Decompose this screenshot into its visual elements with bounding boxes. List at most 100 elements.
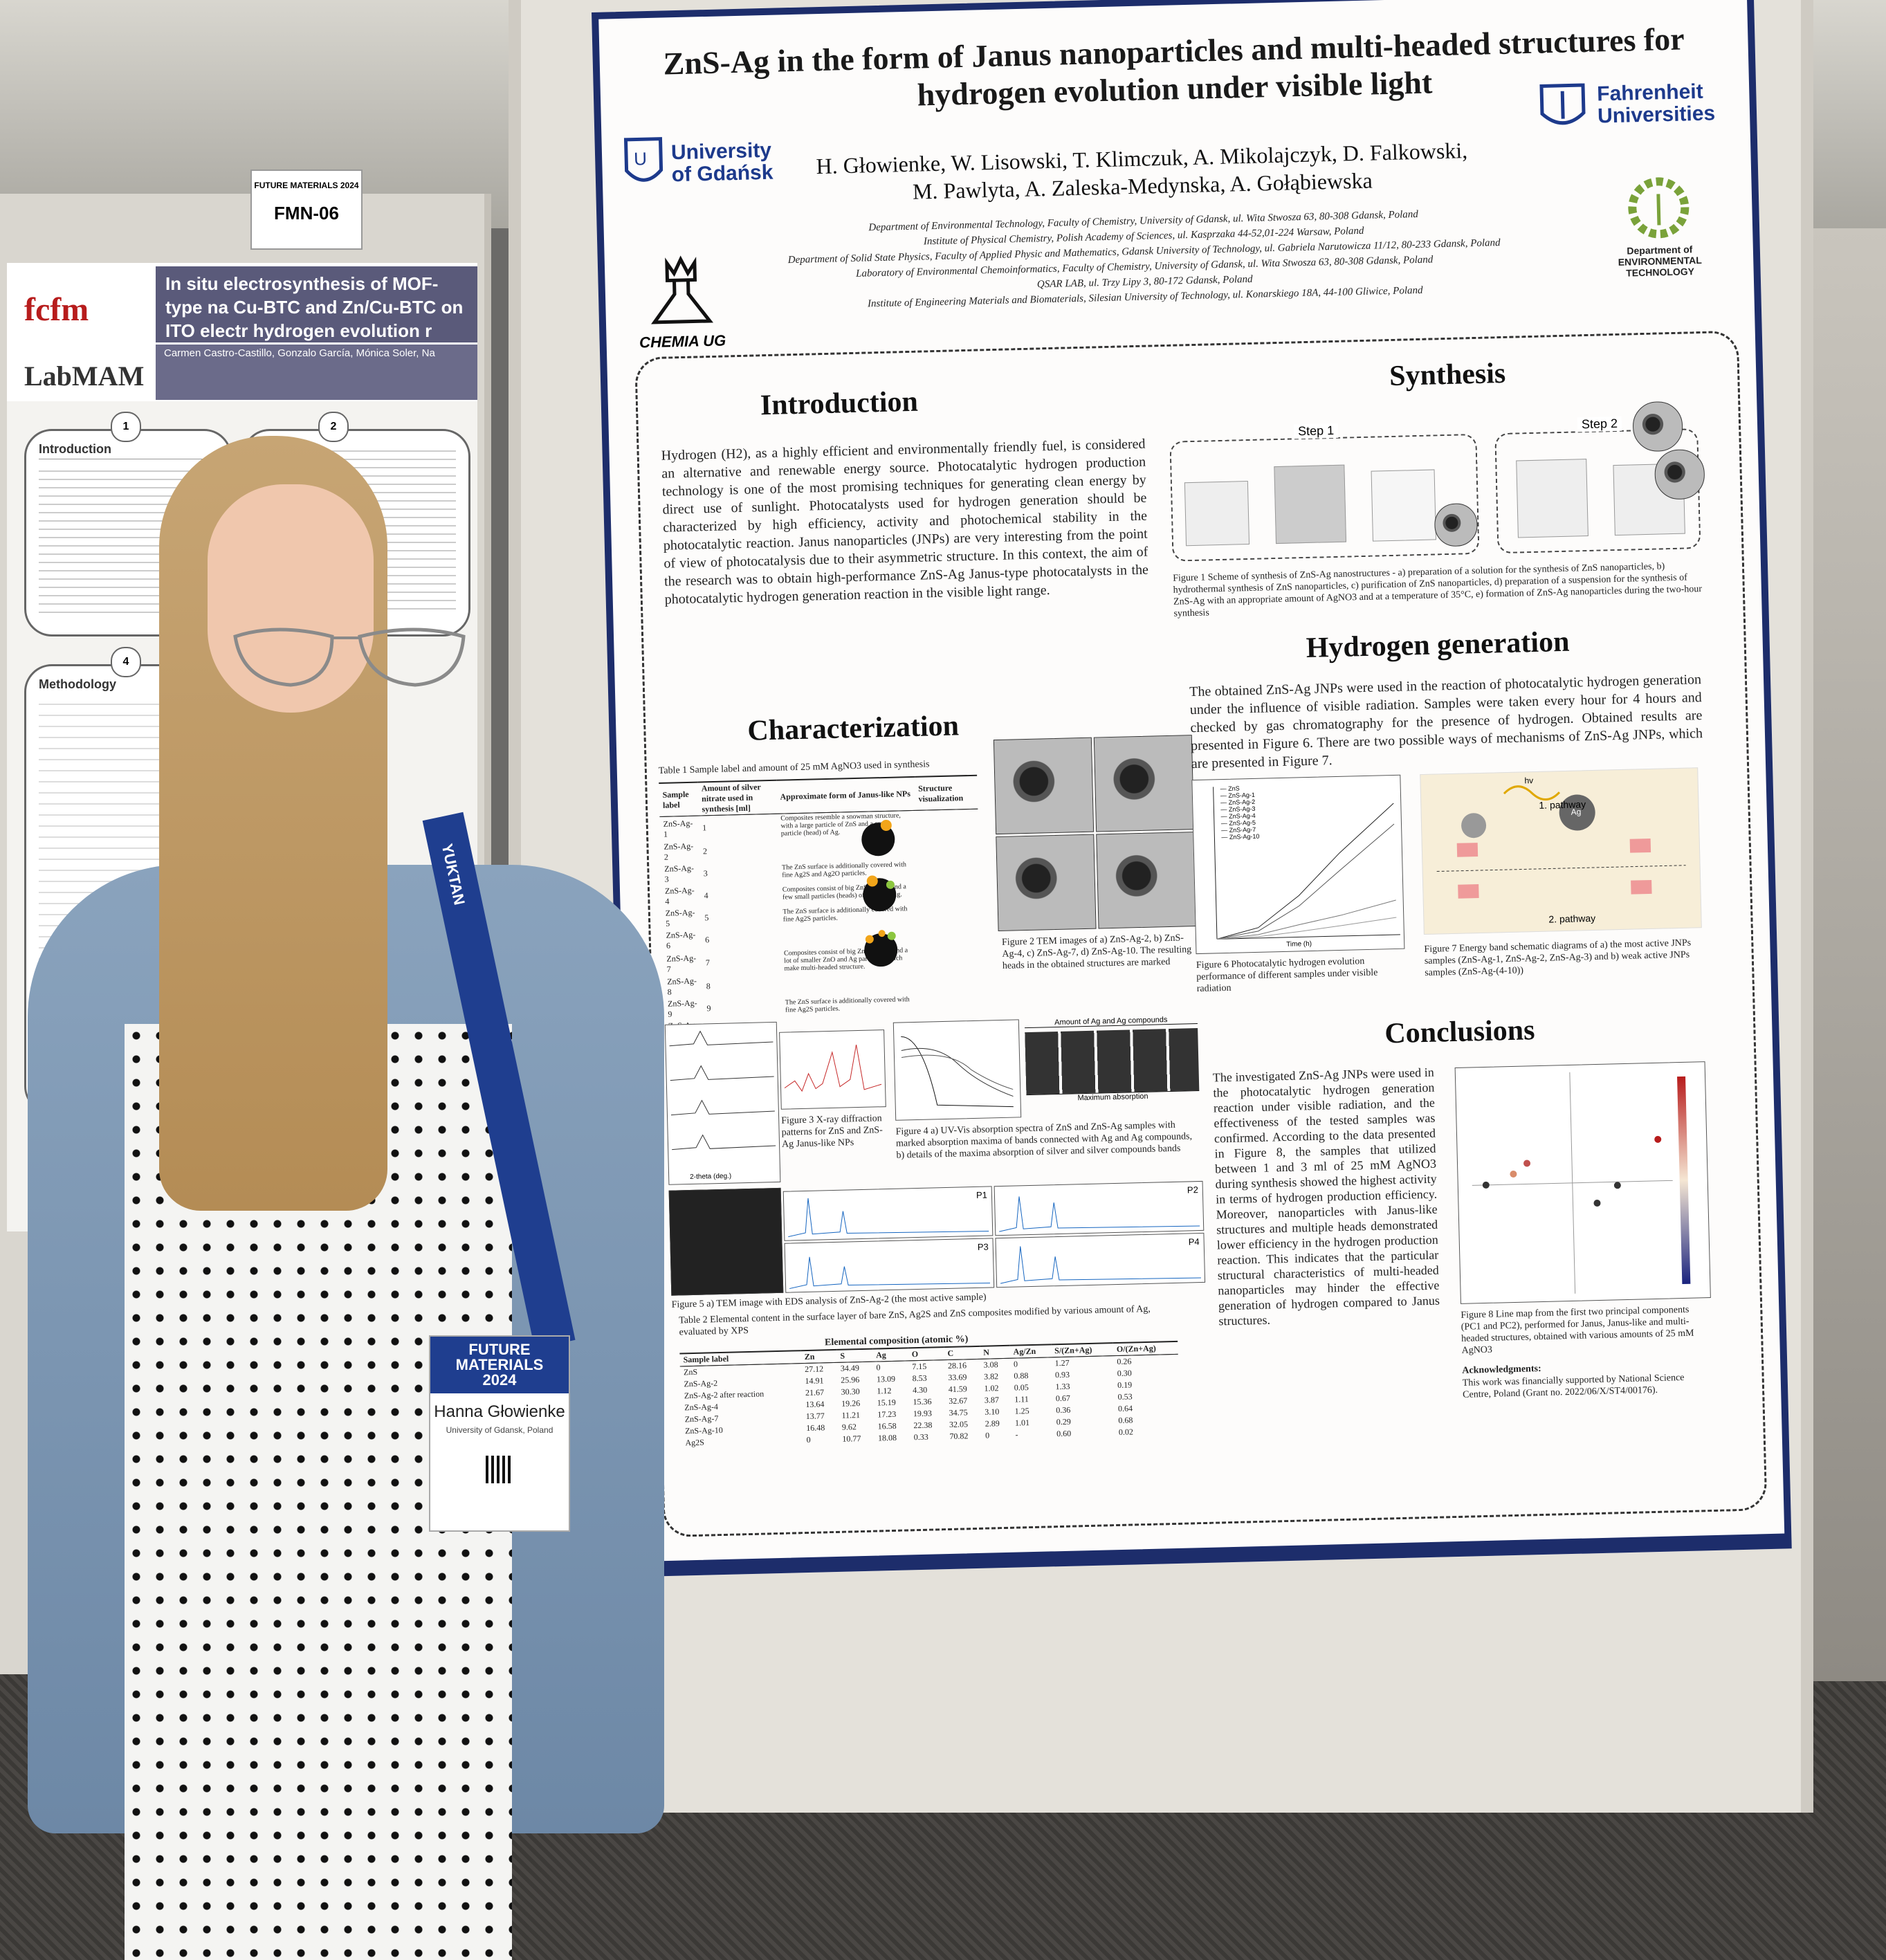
table1-cell: 3 [703, 868, 708, 878]
xrd-curve [670, 1099, 775, 1116]
figure4-caption: Figure 4 a) UV-Vis absorption spectra of… [895, 1119, 1193, 1161]
ag-particle-icon [1559, 794, 1595, 831]
band-diagram-svg [1436, 785, 1686, 899]
table1-cell: ZnS-Ag-2 [663, 841, 694, 862]
table2-cell: 22.38 [913, 1420, 933, 1431]
name-badge: FUTURE MATERIALS 2024 Hanna Głowienke Un… [429, 1335, 570, 1532]
table1-cell: ZnS-Ag-4 [664, 885, 695, 906]
structure-visualizations [836, 797, 923, 979]
introduction-heading: Introduction [760, 385, 919, 422]
table2-cell: 0.67 [1055, 1393, 1071, 1404]
h2-evolution-plot [1213, 787, 1400, 940]
table2-cell: 0 [985, 1430, 990, 1440]
tem-grid [993, 735, 1199, 933]
table2-cell: 27.12 [804, 1364, 824, 1375]
pca-plot [1472, 1072, 1691, 1294]
table1-cell: ZnS-Ag-5 [665, 907, 695, 928]
colorbar [1677, 1076, 1691, 1285]
introduction-text: Hydrogen (H2), as a highly efficient and… [661, 436, 1149, 607]
sample-point [1523, 1160, 1531, 1167]
series-line [1216, 899, 1396, 940]
table2-cell: 19.93 [913, 1408, 933, 1419]
table2-cell: 0 [876, 1362, 881, 1373]
band-box [1629, 838, 1651, 853]
table1-header: Structure visualization [914, 775, 978, 811]
eds-label: P1 [976, 1189, 988, 1200]
table2-cell: 41.59 [948, 1384, 967, 1394]
table2-cell: 70.82 [949, 1431, 969, 1441]
gear-tree-icon [1628, 177, 1690, 239]
eds-spectrum-p2: P2 [994, 1180, 1205, 1236]
table1-header: Amount of silver nitrate used in synthes… [697, 780, 778, 816]
badge-name: Hanna Głowienke [434, 1402, 565, 1421]
table2-cell: 0.02 [1118, 1427, 1134, 1437]
eds-tem-image [668, 1187, 784, 1296]
table2-cell: 0.60 [1056, 1428, 1072, 1439]
uvvis-detail-table [1025, 1028, 1200, 1095]
table2-header: Ag/Zn [1009, 1344, 1052, 1359]
table1-cell: ZnS-Ag-9 [667, 998, 697, 1019]
table2-cell: 1.25 [1014, 1406, 1029, 1416]
table1-cell: ZnS-Ag-7 [666, 953, 697, 974]
table2-header: O [908, 1347, 944, 1361]
table2-cell: 3.08 [983, 1359, 998, 1370]
eds-label: P2 [1187, 1184, 1199, 1196]
lanyard-text: YUKTAN [438, 842, 468, 907]
table2: Sample label Zn S Ag O C N Ag/Zn S/(Zn+Ag) O/(Zn+… [679, 1341, 1180, 1449]
table2-cell: 7.15 [912, 1361, 927, 1372]
table2-header: Ag [872, 1348, 909, 1362]
sample-point [1593, 1200, 1601, 1207]
table2-cell: 0 [806, 1434, 811, 1445]
characterization-heading: Characterization [747, 710, 960, 747]
badge-header: FUTURE MATERIALS 2024 [430, 1337, 569, 1393]
table1-cell: 5 [704, 912, 709, 922]
table1-cell: 7 [705, 958, 711, 968]
step1-label: Step 1 [1293, 423, 1339, 439]
table1-cell: 8 [706, 980, 711, 991]
table2-cell: 1.01 [1014, 1418, 1030, 1428]
table2-header: N [980, 1345, 1010, 1359]
series-line [1216, 917, 1397, 940]
ag-particle-icon [1461, 813, 1487, 839]
uvvis-chart [892, 1019, 1022, 1121]
eds-spectrum-curve [788, 1198, 989, 1238]
fcfm-logo: fcfm [24, 291, 89, 328]
badge-event: FUTURE MATERIALS [455, 1341, 544, 1373]
xrd-curve [670, 1065, 774, 1081]
h2-evolution-chart: — ZnS — ZnS-Ag-1— ZnS-Ag-2— ZnS-Ag-3— ZnS… [1191, 774, 1405, 955]
uvvis-detail: Amount of Ag and Ag compounds Maximum ab… [1024, 1015, 1200, 1116]
ug-logo: U University of Gdańsk [622, 136, 773, 195]
ag-head-icon [878, 930, 886, 937]
table2-cell: 11.21 [841, 1410, 861, 1420]
table1-cell: ZnS-Ag-6 [666, 929, 696, 951]
table2-cell: 0 [1013, 1359, 1018, 1369]
table1-cell: 4 [704, 890, 708, 900]
poster-authors: H. Głowienke, W. Lisowski, T. Klimczuk, … [761, 135, 1523, 209]
eds-spectrum-p3: P3 [784, 1238, 995, 1293]
fig6-legend: — ZnS — ZnS-Ag-1— ZnS-Ag-2— ZnS-Ag-3— ZnS… [1220, 785, 1260, 841]
table1-cell: ZnS-Ag-8 [667, 976, 697, 997]
conclusions-text: The investigated ZnS-Ag JNPs were used i… [1212, 1065, 1440, 1328]
conclusions-heading: Conclusions [1384, 1014, 1535, 1050]
legend-entry: — ZnS-Ag-10 [1221, 832, 1260, 841]
table2-cell: 34.75 [949, 1407, 968, 1418]
series-line [1216, 823, 1395, 940]
table1-cell: 1 [702, 823, 707, 833]
hydrogen-heading: Hydrogen generation [1306, 625, 1570, 665]
janus-structure-icon [861, 823, 895, 857]
sample-point [1613, 1182, 1621, 1189]
pca-chart [1454, 1061, 1711, 1304]
ag-label: Ag [1571, 807, 1582, 817]
sample-point [1482, 1181, 1490, 1189]
table2-cell: 14.91 [805, 1375, 824, 1386]
env-tech-text: Department of ENVIRONMENTAL TECHNOLOGY [1618, 244, 1702, 279]
pathway-2-label: 2. pathway [1548, 912, 1596, 925]
env-tech-logo: Department of ENVIRONMENTAL TECHNOLOGY [1599, 172, 1719, 279]
left-poster-authors: Carmen Castro-Castillo, Gonzalo García, … [156, 345, 477, 400]
tem-image-d [1096, 832, 1197, 929]
pc2-axis [1569, 1072, 1576, 1294]
table2-cell: 16.48 [806, 1422, 825, 1434]
chemia-ug-text: CHEMIA UG [639, 331, 726, 351]
left-intro-heading: Introduction [39, 442, 111, 456]
eds-spectrum-curve [1000, 1246, 1201, 1284]
